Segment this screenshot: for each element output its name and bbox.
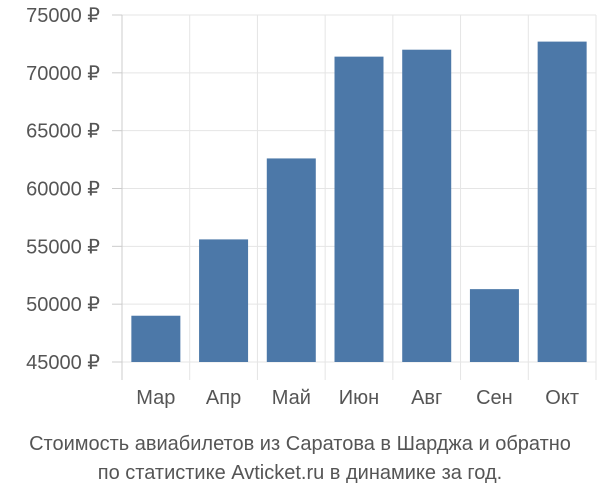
y-tick-label: 75000 ₽ [26, 5, 100, 27]
caption-line-1: Стоимость авиабилетов из Саратова в Шард… [29, 433, 571, 455]
bar [131, 315, 181, 362]
caption-line-2: по статистике Avticket.ru в динамике за … [97, 462, 503, 484]
bars [131, 41, 587, 362]
axes [112, 14, 123, 380]
x-tick-label: Июн [339, 387, 379, 409]
bar [537, 41, 587, 362]
y-tick-label: 60000 ₽ [26, 179, 100, 201]
y-tick-label: 65000 ₽ [26, 121, 100, 143]
x-tick-label: Май [272, 387, 311, 409]
bar [469, 289, 519, 362]
bar [199, 239, 249, 362]
tick-labels: 45000 ₽ 50000 ₽ 55000 ₽ 60000 ₽ 65000 ₽ 70000… [26, 5, 579, 409]
y-tick-label: 70000 ₽ [26, 63, 100, 85]
bar [266, 158, 316, 362]
x-tick-label: Авг [411, 387, 442, 409]
x-tick-label: Мар [136, 387, 175, 409]
chart-caption: Стоимость авиабилетов из Саратова в Шард… [0, 430, 600, 488]
y-tick-label: 55000 ₽ [26, 236, 100, 258]
x-tick-label: Сен [476, 387, 513, 409]
x-tick-label: Апр [206, 387, 241, 409]
y-tick-label: 50000 ₽ [26, 294, 100, 316]
bar [402, 49, 452, 362]
y-tick-label: 45000 ₽ [26, 352, 100, 374]
bar [334, 56, 384, 362]
bar-chart: 45000 ₽ 50000 ₽ 55000 ₽ 60000 ₽ 65000 ₽ 70000… [26, 5, 597, 409]
x-tick-label: Окт [545, 387, 579, 409]
